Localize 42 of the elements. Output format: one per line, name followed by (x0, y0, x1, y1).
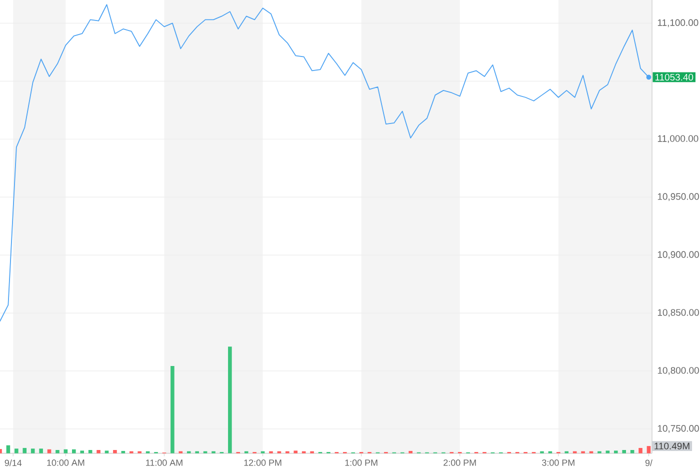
bar (646, 446, 651, 454)
bar (72, 449, 76, 454)
bar (170, 366, 174, 454)
bar (294, 450, 298, 454)
y-tick-label: 11,000.00 (658, 135, 698, 144)
bar (606, 450, 610, 454)
bar (121, 450, 126, 454)
x-tick-label: 2:00 PM (444, 459, 476, 466)
y-tick-label: 10,850.00 (658, 309, 699, 317)
bar (630, 450, 634, 454)
bar (56, 450, 60, 454)
x-tick-label: 10:00 AM (47, 459, 84, 466)
bar (96, 450, 100, 454)
x-tick-label: 9/14 (4, 459, 22, 466)
bar (64, 449, 68, 454)
bar (88, 450, 92, 454)
bar (622, 450, 626, 454)
data-label: 11053.40 (655, 74, 694, 81)
x-tick-label: 1:00 PM (345, 459, 378, 466)
x-tick-label: 11:00 AM (146, 459, 182, 466)
y-tick-label: 11,100.00 (658, 19, 698, 28)
bar (30, 448, 35, 454)
y-tick-label: 10,900.00 (658, 251, 699, 259)
x-tick-label: 12:00 PM (244, 459, 282, 466)
bar (408, 450, 412, 454)
bar (80, 450, 84, 454)
bar (104, 450, 109, 454)
bar (614, 450, 618, 454)
x-tick-label: 9/ (645, 459, 652, 466)
bar (47, 449, 52, 454)
bar (22, 448, 27, 454)
bar (228, 346, 232, 454)
bar (39, 448, 43, 454)
annotation: 110.49M (654, 442, 690, 450)
y-tick-label: 10,800.00 (658, 367, 699, 375)
bar (638, 448, 642, 454)
bar (14, 448, 18, 454)
y-tick-label: 10,950.00 (658, 193, 699, 201)
y-tick-label: 10,750.00 (658, 425, 699, 433)
x-tick-label: 3:00 PM (542, 459, 574, 466)
bar (113, 450, 117, 454)
bar (6, 445, 10, 454)
